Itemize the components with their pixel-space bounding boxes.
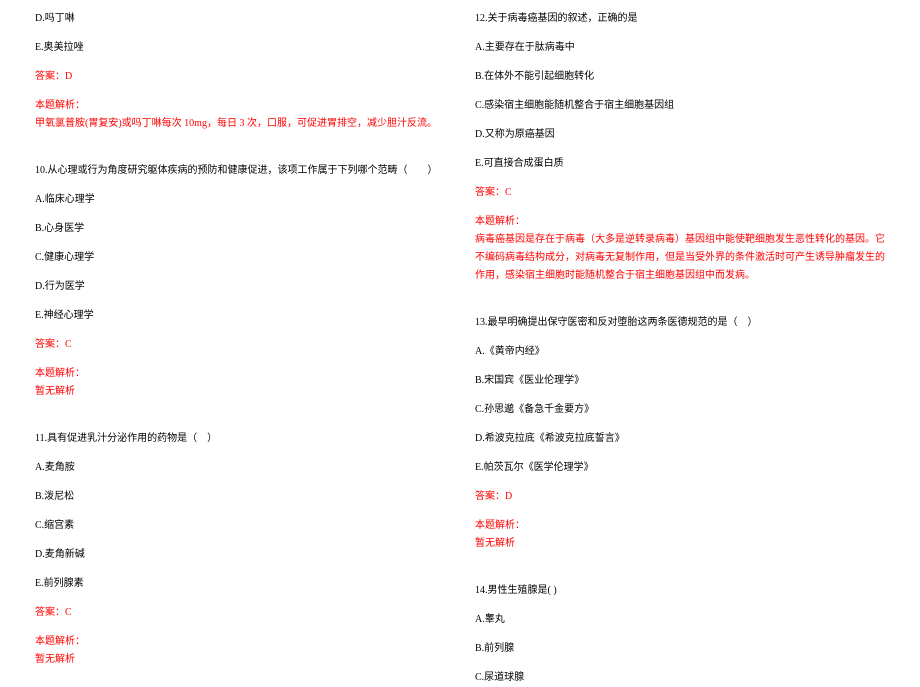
q14: 14.男性生殖腺是( ) A.睾丸 B.前列腺 C.尿道球腺 <box>475 582 885 687</box>
explain-text: 病毒癌基因是存在于病毒（大多是逆转录病毒）基因组中能使靶细胞发生恶性转化的基因。… <box>475 231 885 285</box>
option-b: B.在体外不能引起细胞转化 <box>475 68 885 86</box>
explain-text: 暂无解析 <box>475 535 885 553</box>
option-d: D.希波克拉底《希波克拉底誓言》 <box>475 430 885 448</box>
left-column: D.吗丁啉 E.奥美拉唑 答案：D 本题解析： 甲氧氯普胺(胃复安)或吗丁啉每次… <box>20 10 460 641</box>
option-e: E.神经心理学 <box>35 307 445 325</box>
option-e: E.帕茨瓦尔《医学伦理学》 <box>475 459 885 477</box>
question-stem: 11.具有促进乳汁分泌作用的药物是（ ） <box>35 430 445 448</box>
q9-tail: D.吗丁啉 E.奥美拉唑 答案：D 本题解析： 甲氧氯普胺(胃复安)或吗丁啉每次… <box>35 10 445 133</box>
q13: 13.最早明确提出保守医密和反对堕胎这两条医德规范的是（ ） A.《黄帝内经》 … <box>475 314 885 553</box>
question-stem: 10.从心理或行为角度研究躯体疾病的预防和健康促进，该项工作属于下列哪个范畴（ … <box>35 162 445 180</box>
option-d: D.吗丁啉 <box>35 10 445 28</box>
option-a: A.睾丸 <box>475 611 885 629</box>
answer: 答案：C <box>475 184 885 202</box>
explain-text: 暂无解析 <box>35 651 445 669</box>
option-b: B.心身医学 <box>35 220 445 238</box>
option-e: E.奥美拉唑 <box>35 39 445 57</box>
option-c: C.感染宿主细胞能随机整合于宿主细胞基因组 <box>475 97 885 115</box>
option-b: B.泼尼松 <box>35 488 445 506</box>
q11: 11.具有促进乳汁分泌作用的药物是（ ） A.麦角胺 B.泼尼松 C.缩宫素 D… <box>35 430 445 669</box>
option-a: A.《黄帝内经》 <box>475 343 885 361</box>
option-c: C.尿道球腺 <box>475 669 885 687</box>
explain-text: 暂无解析 <box>35 383 445 401</box>
question-stem: 14.男性生殖腺是( ) <box>475 582 885 600</box>
option-e: E.前列腺素 <box>35 575 445 593</box>
option-a: A.主要存在于肽病毒中 <box>475 39 885 57</box>
explain-label: 本题解析： <box>475 517 885 535</box>
answer: 答案：C <box>35 604 445 622</box>
explain-text: 甲氧氯普胺(胃复安)或吗丁啉每次 10mg，每日 3 次，口服，可促进胃排空，减… <box>35 115 445 133</box>
question-stem: 13.最早明确提出保守医密和反对堕胎这两条医德规范的是（ ） <box>475 314 885 332</box>
option-d: D.又称为原癌基因 <box>475 126 885 144</box>
option-d: D.麦角新碱 <box>35 546 445 564</box>
explain-label: 本题解析： <box>35 633 445 651</box>
q12: 12.关于病毒癌基因的叙述，正确的是 A.主要存在于肽病毒中 B.在体外不能引起… <box>475 10 885 285</box>
option-e: E.可直接合成蛋白质 <box>475 155 885 173</box>
option-c: C.孙思邈《备急千金要方》 <box>475 401 885 419</box>
option-c: C.健康心理学 <box>35 249 445 267</box>
option-d: D.行为医学 <box>35 278 445 296</box>
question-stem: 12.关于病毒癌基因的叙述，正确的是 <box>475 10 885 28</box>
explain-label: 本题解析： <box>475 213 885 231</box>
answer: 答案：D <box>35 68 445 86</box>
answer: 答案：D <box>475 488 885 506</box>
q10: 10.从心理或行为角度研究躯体疾病的预防和健康促进，该项工作属于下列哪个范畴（ … <box>35 162 445 401</box>
option-c: C.缩宫素 <box>35 517 445 535</box>
explain-label: 本题解析： <box>35 97 445 115</box>
option-b: B.宋国宾《医业伦理学》 <box>475 372 885 390</box>
option-a: A.临床心理学 <box>35 191 445 209</box>
option-b: B.前列腺 <box>475 640 885 658</box>
option-a: A.麦角胺 <box>35 459 445 477</box>
explain-label: 本题解析： <box>35 365 445 383</box>
right-column: 12.关于病毒癌基因的叙述，正确的是 A.主要存在于肽病毒中 B.在体外不能引起… <box>460 10 900 641</box>
answer: 答案：C <box>35 336 445 354</box>
